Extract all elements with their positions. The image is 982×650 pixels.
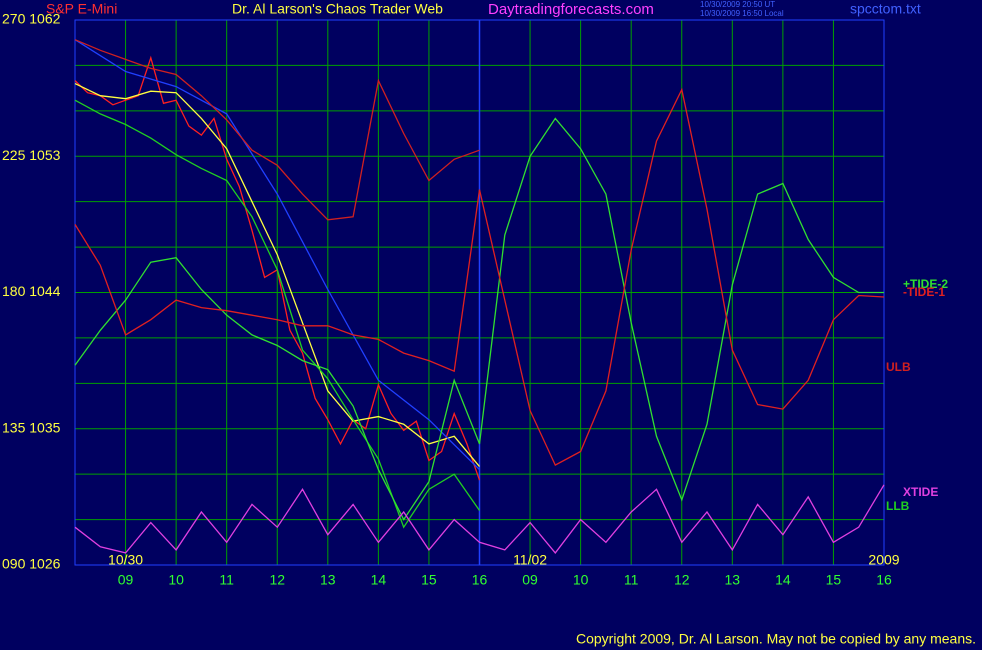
y-tick-label: 090 1026 xyxy=(2,556,61,572)
site: Daytradingforecasts.com xyxy=(488,1,654,18)
y-tick-label: 270 1062 xyxy=(2,11,61,27)
legend-label: -TIDE-1 xyxy=(903,285,945,299)
timestamp: 10/30/2009 16:50 Local xyxy=(700,9,784,18)
copyright: Copyright 2009, Dr. Al Larson. May not b… xyxy=(576,631,976,647)
x-tick-label: 09 xyxy=(522,572,538,588)
x-tick-label: 16 xyxy=(876,572,892,588)
x-tick-label: 12 xyxy=(269,572,285,588)
series-line xyxy=(74,39,480,471)
legend-label: ULB xyxy=(886,360,911,374)
series-line xyxy=(74,117,884,521)
x-tick-label: 11 xyxy=(219,572,234,588)
series-line xyxy=(74,83,480,468)
series-line xyxy=(74,39,480,221)
date-label: 2009 xyxy=(868,552,899,568)
x-tick-label: 15 xyxy=(826,572,842,588)
x-tick-label: 09 xyxy=(118,572,134,588)
y-tick-label: 180 1044 xyxy=(2,283,61,299)
x-tick-label: 10 xyxy=(168,572,184,588)
y-tick-label: 135 1035 xyxy=(2,419,61,435)
file-name: spcctom.txt xyxy=(850,1,921,17)
series-line xyxy=(74,99,481,529)
x-tick-label: 11 xyxy=(624,572,639,588)
symbol: S&P E-Mini xyxy=(46,1,117,17)
series-line xyxy=(74,87,885,466)
date-label: 11/02 xyxy=(513,552,547,568)
y-tick-label: 225 1053 xyxy=(2,147,61,163)
x-tick-label: 13 xyxy=(725,572,741,588)
legend-label: LLB xyxy=(886,499,910,513)
x-tick-label: 16 xyxy=(472,572,488,588)
x-tick-label: 15 xyxy=(421,572,437,588)
x-tick-label: 12 xyxy=(674,572,690,588)
legend-label: +TIDE-2 xyxy=(903,277,948,291)
legend-label: XTIDE xyxy=(903,485,938,499)
x-tick-label: 14 xyxy=(775,572,791,588)
date-label: 10/30 xyxy=(108,552,143,568)
x-tick-label: 14 xyxy=(371,572,387,588)
chart-title: Dr. Al Larson's Chaos Trader Web xyxy=(232,1,443,17)
x-tick-label: 13 xyxy=(320,572,336,588)
timestamp: 10/30/2009 20:50 UT xyxy=(700,0,775,9)
series-line xyxy=(74,484,885,554)
x-tick-label: 10 xyxy=(573,572,589,588)
